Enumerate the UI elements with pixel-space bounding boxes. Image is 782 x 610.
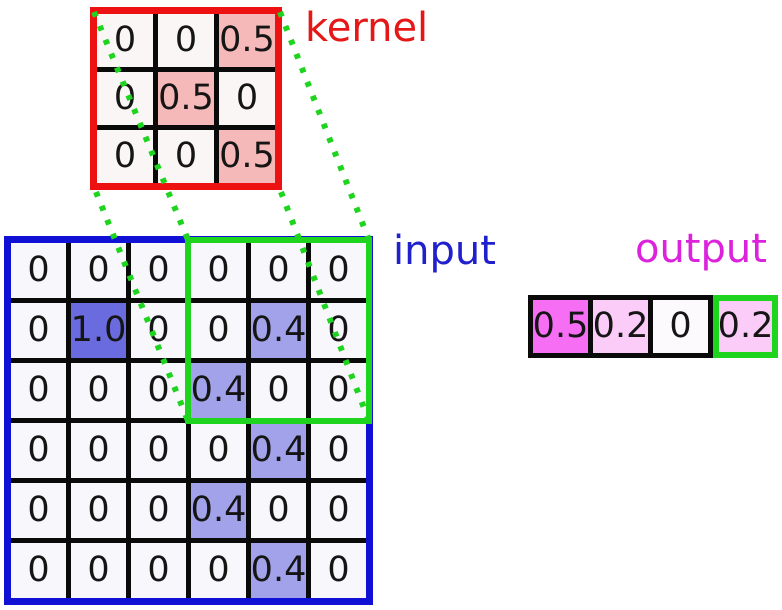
input-cell: 0: [11, 483, 66, 538]
output-row: 0.5 0.2 0 0.2: [528, 295, 778, 358]
input-cell: 0: [191, 243, 246, 298]
kernel-grid: 0 0 0.5 0 0.5 0 0 0 0.5: [90, 7, 282, 190]
input-cell: 0: [71, 363, 126, 418]
output-cell: 0: [648, 295, 713, 358]
kernel-cell: 0.5: [158, 72, 214, 125]
input-cell: 0: [71, 543, 126, 598]
input-cell: 0: [71, 423, 126, 478]
input-cell: 0: [131, 543, 186, 598]
input-cell: 0: [11, 543, 66, 598]
input-cell: 0: [311, 543, 366, 598]
conv-window-rect: [185, 237, 372, 424]
input-cell: 0: [71, 483, 126, 538]
input-cell: 0.4: [251, 543, 306, 598]
input-cell: 0: [131, 483, 186, 538]
input-cell: 0: [191, 423, 246, 478]
input-cell: 0: [11, 423, 66, 478]
kernel-cell: 0: [97, 14, 153, 67]
input-cell: 0.4: [251, 423, 306, 478]
input-cell: 0: [131, 303, 186, 358]
input-cell: 0.4: [191, 363, 246, 418]
input-cell: 0: [71, 243, 126, 298]
kernel-cell: 0: [97, 130, 153, 183]
kernel-label: kernel: [305, 5, 429, 51]
output-label: output: [635, 226, 767, 272]
output-cell: 0.2: [588, 295, 653, 358]
input-cell: 0: [311, 483, 366, 538]
kernel-cell: 0: [97, 72, 153, 125]
input-cell: 0: [311, 423, 366, 478]
input-cell: 0: [11, 243, 66, 298]
input-cell: 1.0: [71, 303, 126, 358]
input-cell: 0: [191, 543, 246, 598]
input-cell: 0: [11, 363, 66, 418]
input-cell: 0: [131, 243, 186, 298]
input-cell: 0: [11, 303, 66, 358]
kernel-cell: 0.5: [219, 14, 275, 67]
output-cell: 0.5: [528, 295, 593, 358]
kernel-cell: 0: [158, 14, 214, 67]
input-cell: 0: [131, 363, 186, 418]
input-cell: 0: [131, 423, 186, 478]
input-label: input: [393, 228, 496, 274]
kernel-cell: 0: [219, 72, 275, 125]
input-cell: 0: [251, 483, 306, 538]
kernel-cell: 0.5: [219, 130, 275, 183]
input-cell: 0: [191, 303, 246, 358]
output-cell-active: 0.2: [713, 295, 778, 358]
kernel-cell: 0: [158, 130, 214, 183]
input-cell: 0.4: [191, 483, 246, 538]
